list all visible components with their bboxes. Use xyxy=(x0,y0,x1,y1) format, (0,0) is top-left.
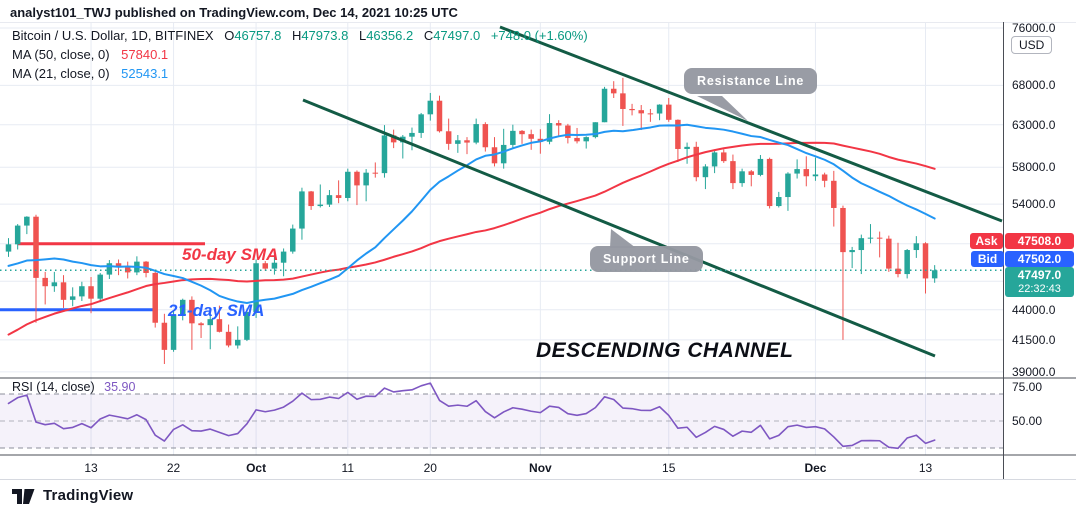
pane-borders xyxy=(0,22,1076,480)
rsi-band-layer xyxy=(0,393,1003,449)
tradingview-logo-text: TradingView xyxy=(43,487,134,504)
legend-ma50-row: MA (50, close, 0) 57840.1 xyxy=(12,45,588,64)
time-tick-label: 20 xyxy=(423,461,437,475)
support-label-tail xyxy=(610,229,636,248)
candles-layer xyxy=(5,77,938,364)
rsi-legend-value: 35.90 xyxy=(104,380,136,394)
tradingview-logo[interactable]: TradingView xyxy=(10,485,133,506)
ma21-value: 52543.1 xyxy=(121,66,169,81)
support-line-label: Support Line xyxy=(590,246,703,272)
chart-legend: Bitcoin / U.S. Dollar, 1D, BITFINEX O467… xyxy=(12,26,588,83)
legend-symbol-row: Bitcoin / U.S. Dollar, 1D, BITFINEX O467… xyxy=(12,26,588,45)
price-axis-label: 63000.0 xyxy=(1012,117,1056,132)
change-value: +748.0 (+1.60%) xyxy=(490,28,588,43)
sma21-label: 21-day SMA xyxy=(168,301,265,320)
rsi-axis-label: 50.00 xyxy=(1012,414,1043,428)
symbol-title: Bitcoin / U.S. Dollar, 1D, BITFINEX xyxy=(12,28,214,43)
price-axis-label: 68000.0 xyxy=(1012,78,1056,93)
ma50-value: 57840.1 xyxy=(121,47,169,62)
last-price-badge: 47497.0 22:32:43 xyxy=(1005,267,1074,297)
price-axis-label: 76000.0 xyxy=(1012,21,1056,35)
resistance-line xyxy=(499,25,1003,223)
high-key: H xyxy=(291,28,302,43)
horizontal-rays-layer xyxy=(0,242,205,312)
open-key: O xyxy=(224,28,235,43)
ask-chip[interactable]: Ask xyxy=(970,233,1003,249)
time-scale[interactable]: 13 22 Oct 11 20 Nov 15 Dec 13 xyxy=(0,456,1003,479)
close-key: C xyxy=(423,28,434,43)
sma50-label: 50-day SMA xyxy=(182,245,279,264)
bid-chip[interactable]: Bid xyxy=(971,251,1004,267)
price-scale[interactable]: USD 76000.0 68000.0 63000.0 58000.0 54000.0 4… xyxy=(1003,0,1076,480)
descending-channel-label: DESCENDING CHANNEL xyxy=(536,339,794,362)
support-line xyxy=(302,98,936,358)
price-axis-label: 39000.0 xyxy=(1012,364,1056,379)
rsi-legend-label: RSI (14, close) xyxy=(12,380,95,394)
time-tick-label: Dec xyxy=(804,461,827,475)
time-tick-label: 22 xyxy=(166,461,181,475)
time-tick-label: 13 xyxy=(84,461,98,475)
rsi-legend: RSI (14, close) 35.90 xyxy=(12,380,135,394)
low-value: 46356.2 xyxy=(366,28,414,43)
time-tick-label: 13 xyxy=(918,461,933,475)
time-tick-label: Oct xyxy=(246,461,267,475)
bid-value-chip[interactable]: 47502.0 xyxy=(1005,251,1074,267)
grid-layer xyxy=(0,22,1003,455)
ma50-label: MA (50, close, 0) xyxy=(12,47,110,62)
rsi-axis-label: 75.00 xyxy=(1012,380,1043,395)
high-value: 47973.8 xyxy=(301,28,349,43)
ma21-label: MA (21, close, 0) xyxy=(12,66,110,81)
rsi-line xyxy=(7,382,936,450)
open-value: 46757.8 xyxy=(234,28,282,43)
price-axis-label: 54000.0 xyxy=(1012,197,1056,212)
time-tick-label: 11 xyxy=(341,461,355,475)
price-axis-label: 44000.0 xyxy=(1012,302,1056,317)
ask-value-chip[interactable]: 47508.0 xyxy=(1005,233,1074,249)
resistance-line-label: Resistance Line xyxy=(684,68,818,94)
bar-countdown: 22:32:43 xyxy=(1018,283,1061,295)
close-value: 47497.0 xyxy=(433,28,481,43)
low-key: L xyxy=(358,28,367,43)
time-tick-label: Nov xyxy=(529,461,552,475)
last-price-value: 47497.0 xyxy=(1017,268,1062,282)
legend-ma21-row: MA (21, close, 0) 52543.1 xyxy=(12,64,588,83)
resistance-label-tail xyxy=(697,96,748,121)
price-axis-label: 41500.0 xyxy=(1012,332,1056,347)
time-tick-label: 15 xyxy=(662,461,676,475)
channel-lines-layer xyxy=(302,25,1003,358)
tradingview-logo-icon xyxy=(12,489,35,504)
published-title: analyst101_TWJ published on TradingView.… xyxy=(10,5,458,20)
currency-chip[interactable]: USD xyxy=(1011,36,1053,54)
price-axis-label: 58000.0 xyxy=(1012,160,1056,175)
ma21-line xyxy=(7,123,936,304)
